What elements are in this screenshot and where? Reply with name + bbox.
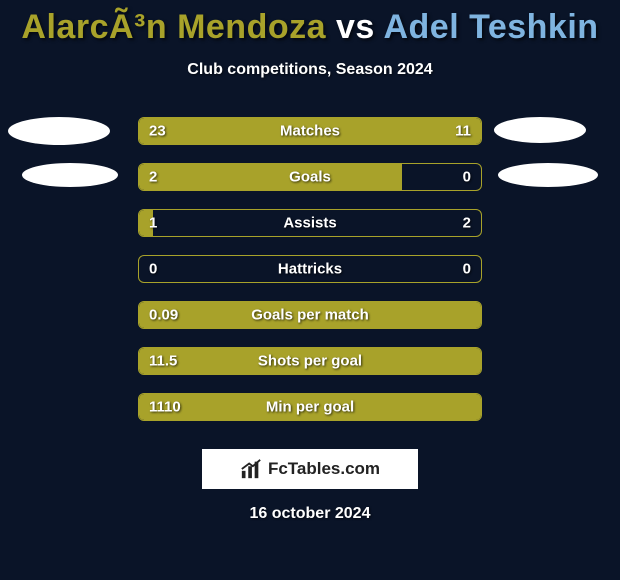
chart-icon: [240, 458, 262, 480]
stat-row: Shots per goal 11.5: [0, 347, 620, 375]
avatar-placeholder: [494, 117, 586, 143]
stat-bar: Goals per match 0.09: [138, 301, 482, 329]
stat-row: Assists 1 2: [0, 209, 620, 237]
bar-fill-left: [139, 164, 402, 190]
vs-text: vs: [326, 8, 383, 46]
stat-value-left: 11.5: [149, 353, 177, 370]
stat-bar: Hattricks 0 0: [138, 255, 482, 283]
stat-label: Min per goal: [266, 399, 354, 416]
avatar-placeholder: [498, 163, 598, 187]
stat-label: Shots per goal: [258, 353, 362, 370]
stat-bar: Min per goal 1110: [138, 393, 482, 421]
comparison-rows: Matches2311Goals20Assists12Hattricks00Go…: [0, 117, 620, 421]
stat-label: Hattricks: [278, 261, 342, 278]
stat-label: Goals per match: [251, 307, 369, 324]
subtitle: Club competitions, Season 2024: [0, 61, 620, 79]
date-text: 16 october 2024: [0, 505, 620, 523]
stat-bar: Matches 23 11: [138, 117, 482, 145]
logo-text: FcTables.com: [268, 459, 380, 479]
stat-row: Goals per match 0.09: [0, 301, 620, 329]
stat-row: Min per goal 1110: [0, 393, 620, 421]
stat-label: Goals: [289, 169, 331, 186]
stat-value-left: 1110: [149, 399, 181, 416]
stat-value-left: 2: [149, 169, 157, 186]
stat-bar: Goals 2 0: [138, 163, 482, 191]
stat-bar: Shots per goal 11.5: [138, 347, 482, 375]
stat-value-left: 1: [149, 215, 157, 232]
stat-bar: Assists 1 2: [138, 209, 482, 237]
stat-value-left: 23: [149, 123, 166, 140]
avatar-placeholder: [8, 117, 110, 145]
stat-value-right: 2: [463, 215, 471, 232]
player2-name: Adel Teshkin: [383, 8, 598, 46]
logo-box: FcTables.com: [202, 449, 418, 489]
player1-name: AlarcÃ³n Mendoza: [21, 8, 326, 46]
stat-value-right: 0: [463, 169, 471, 186]
stat-value-right: 0: [463, 261, 471, 278]
stat-label: Matches: [280, 123, 340, 140]
stat-value-left: 0: [149, 261, 157, 278]
stat-label: Assists: [283, 215, 336, 232]
stat-value-right: 11: [455, 123, 471, 140]
stat-value-left: 0.09: [149, 307, 178, 324]
page-title: AlarcÃ³n Mendoza vs Adel Teshkin: [0, 0, 620, 47]
stat-row: Hattricks 0 0: [0, 255, 620, 283]
avatar-placeholder: [22, 163, 118, 187]
